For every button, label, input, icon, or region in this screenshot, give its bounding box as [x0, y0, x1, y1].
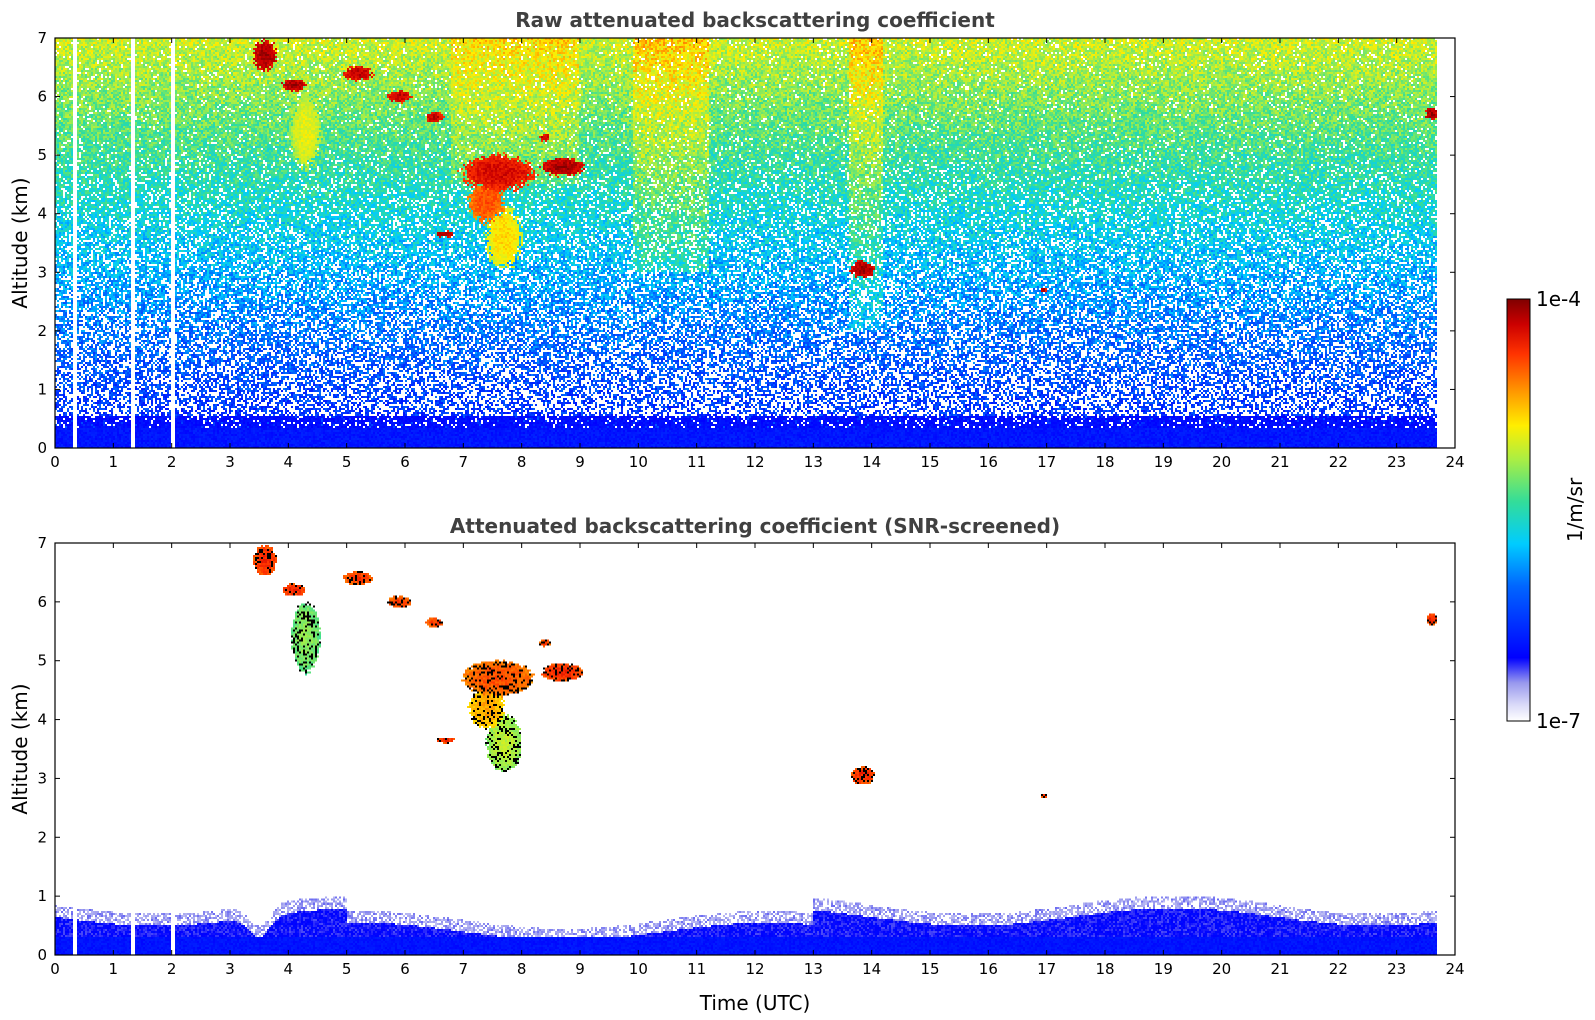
snr-xtick-label: 24: [1445, 960, 1464, 978]
snr-xtick-label: 10: [629, 960, 648, 978]
raw-ytick-label: 2: [37, 322, 47, 340]
colorbar-unit-label: 1/m/sr: [1563, 477, 1587, 542]
snr-xtick-label: 14: [862, 960, 881, 978]
raw-xtick-label: 22: [1329, 453, 1348, 471]
raw-ytick-label: 5: [37, 146, 47, 164]
raw-ytick-label: 6: [37, 88, 47, 106]
snr-ytick-label: 4: [37, 711, 47, 729]
raw-xtick-label: 1: [109, 453, 119, 471]
snr-xtick-label: 6: [400, 960, 410, 978]
snr-ytick-label: 7: [37, 534, 47, 552]
snr-ytick-label: 1: [37, 887, 47, 905]
raw-xtick-label: 12: [745, 453, 764, 471]
snr-xtick-label: 0: [50, 960, 60, 978]
raw-xtick-label: 14: [862, 453, 881, 471]
colorbar-min-label: 1e-7: [1536, 709, 1581, 733]
raw-xtick-label: 6: [400, 453, 410, 471]
snr-xtick-label: 5: [342, 960, 352, 978]
snr-heatmap-image: [55, 543, 1455, 955]
raw-xtick-label: 17: [1037, 453, 1056, 471]
raw-ytick-label: 7: [37, 29, 47, 47]
raw-xtick-label: 18: [1095, 453, 1114, 471]
raw-xtick-label: 8: [517, 453, 527, 471]
snr-ytick-label: 5: [37, 652, 47, 670]
raw-xtick-label: 4: [284, 453, 294, 471]
time-xlabel: Time (UTC): [699, 991, 811, 1015]
raw-panel-ylabel: Altitude (km): [8, 177, 32, 308]
raw-xtick-label: 9: [575, 453, 585, 471]
raw-xtick-label: 16: [979, 453, 998, 471]
raw-backscatter-heatmap: [55, 38, 1455, 448]
raw-ytick-label: 1: [37, 380, 47, 398]
raw-xtick-label: 2: [167, 453, 177, 471]
snr-ytick-label: 2: [37, 828, 47, 846]
snr-xtick-label: 11: [687, 960, 706, 978]
snr-panel-title: Attenuated backscattering coefficient (S…: [450, 514, 1060, 538]
raw-heatmap-image: [55, 38, 1455, 448]
snr-xtick-label: 9: [575, 960, 585, 978]
snr-xtick-label: 23: [1387, 960, 1406, 978]
raw-xtick-label: 20: [1212, 453, 1231, 471]
raw-backscatter-panel: Raw attenuated backscattering coefficien…: [8, 8, 1465, 471]
snr-xtick-label: 20: [1212, 960, 1231, 978]
raw-xtick-label: 23: [1387, 453, 1406, 471]
raw-xtick-label: 0: [50, 453, 60, 471]
snr-xtick-label: 22: [1329, 960, 1348, 978]
snr-xtick-label: 8: [517, 960, 527, 978]
snr-panel-ticks: 0 1 2 3 4 5 6 7 8 9 10 11 12 13 14 15 16 17 18 19 20 21 22 23 24…: [37, 534, 1464, 978]
snr-xtick-label: 2: [167, 960, 177, 978]
raw-xtick-label: 15: [920, 453, 939, 471]
colorbar-gradient: [1506, 298, 1531, 722]
snr-xtick-label: 21: [1270, 960, 1289, 978]
snr-xtick-label: 13: [804, 960, 823, 978]
snr-panel-ylabel: Altitude (km): [8, 683, 32, 814]
raw-ytick-label: 4: [37, 205, 47, 223]
raw-ytick-label: 0: [37, 439, 47, 457]
snr-xtick-label: 15: [920, 960, 939, 978]
raw-xtick-label: 21: [1270, 453, 1289, 471]
snr-ytick-label: 0: [37, 946, 47, 964]
snr-xtick-label: 3: [225, 960, 235, 978]
snr-xtick-label: 19: [1154, 960, 1173, 978]
raw-xtick-label: 7: [459, 453, 469, 471]
snr-xtick-label: 12: [745, 960, 764, 978]
raw-panel-title: Raw attenuated backscattering coefficien…: [515, 8, 995, 32]
snr-xtick-label: 17: [1037, 960, 1056, 978]
raw-xtick-label: 10: [629, 453, 648, 471]
raw-xtick-label: 11: [687, 453, 706, 471]
raw-xtick-label: 19: [1154, 453, 1173, 471]
snr-xtick-label: 18: [1095, 960, 1114, 978]
colorbar-max-label: 1e-4: [1536, 287, 1581, 311]
snr-xtick-label: 4: [284, 960, 294, 978]
snr-xtick-label: 16: [979, 960, 998, 978]
raw-xtick-label: 13: [804, 453, 823, 471]
raw-xtick-label: 5: [342, 453, 352, 471]
colorbar: 1e-4 1e-7 1/m/sr: [1506, 287, 1587, 733]
snr-ytick-label: 6: [37, 593, 47, 611]
raw-ytick-label: 3: [37, 263, 47, 281]
snr-xtick-label: 7: [459, 960, 469, 978]
snr-ytick-label: 3: [37, 769, 47, 787]
raw-xtick-label: 3: [225, 453, 235, 471]
raw-panel-ticks: 0 1 2 3 4 5 6 7 8 9 10 11 12 13 14 15 16 17 18 19 20 21 22 23 24…: [37, 29, 1464, 471]
snr-xtick-label: 1: [109, 960, 119, 978]
snr-screened-heatmap: [55, 543, 1455, 955]
snr-screened-panel: Attenuated backscattering coefficient (S…: [8, 514, 1465, 1015]
raw-xtick-label: 24: [1445, 453, 1464, 471]
